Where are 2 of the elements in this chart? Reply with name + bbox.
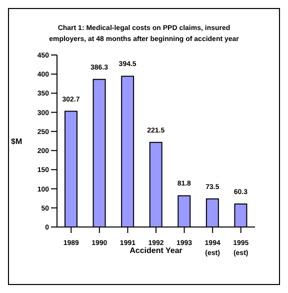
y-axis-title: $M — [11, 136, 22, 146]
x-axis-title: Accident Year — [130, 246, 182, 255]
